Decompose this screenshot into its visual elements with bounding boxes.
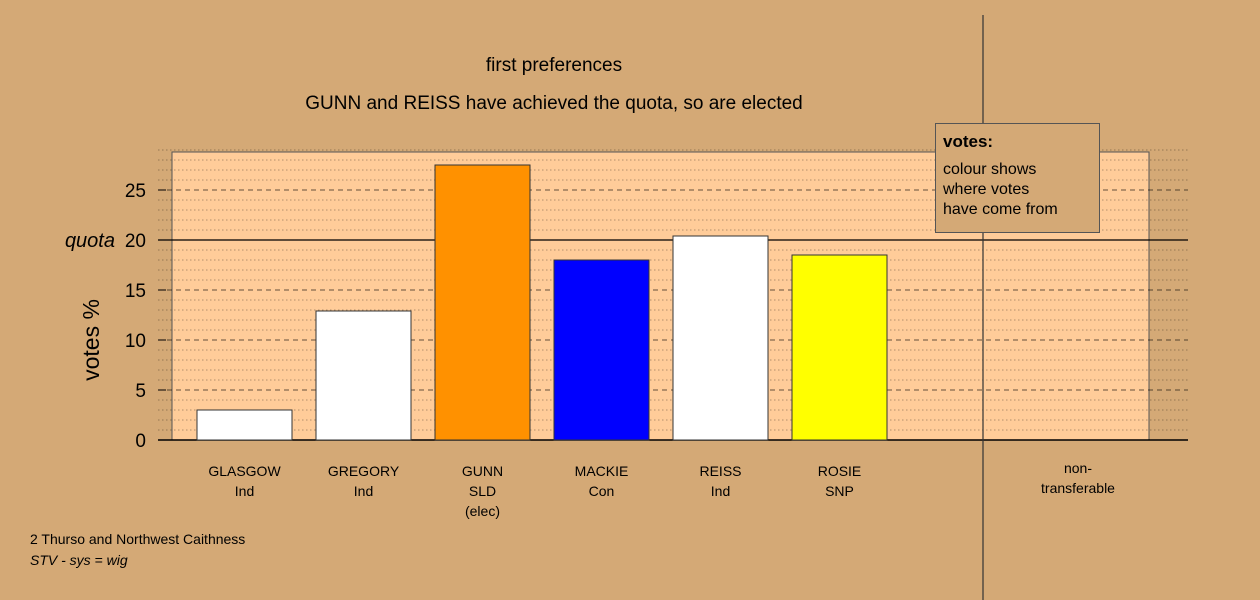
nontransferable-label: non- — [1064, 460, 1092, 476]
footer-system: STV - sys = wig — [30, 552, 128, 568]
y-tick-label: 20 — [125, 231, 146, 252]
quota-label: quota — [65, 230, 115, 252]
chart-title: first preferences — [486, 55, 622, 76]
candidate-name-label: ROSIE — [818, 463, 862, 479]
chart-subtitle: GUNN and REISS have achieved the quota, … — [305, 93, 802, 114]
y-tick-label: 25 — [125, 181, 146, 202]
bar-gunn — [434, 164, 531, 441]
candidate-name-label: MACKIE — [575, 463, 629, 479]
candidate-party-label: Con — [589, 483, 615, 499]
candidate-name-label: REISS — [699, 463, 741, 479]
candidate-party-label: Ind — [711, 483, 730, 499]
candidate-name-label: GUNN — [462, 463, 503, 479]
candidate-name-label: GREGORY — [328, 463, 400, 479]
y-axis-label: votes % — [78, 299, 104, 381]
bar-mackie — [553, 259, 650, 441]
candidate-name-label: GLASGOW — [208, 463, 281, 479]
legend-title: votes: — [943, 132, 994, 151]
candidate-note-label: (elec) — [465, 503, 500, 519]
nontransferable-label: transferable — [1041, 480, 1115, 496]
bar-glasgow — [196, 409, 293, 441]
bar-reiss — [672, 235, 769, 441]
bar-gregory — [315, 310, 412, 441]
legend-line: colour shows — [943, 161, 1037, 178]
candidate-party-label: SNP — [825, 483, 854, 499]
footer-constituency: 2 Thurso and Northwest Caithness — [30, 531, 246, 547]
y-tick-label: 15 — [125, 281, 146, 302]
legend-line: have come from — [943, 201, 1058, 218]
y-tick-label: 5 — [135, 381, 146, 402]
legend-box: votes: colour shows where votes have com… — [935, 123, 1100, 233]
y-tick-label: 10 — [125, 331, 146, 352]
legend-line: where votes — [943, 181, 1030, 198]
candidate-party-label: Ind — [235, 483, 254, 499]
candidate-party-label: Ind — [354, 483, 373, 499]
y-tick-label: 0 — [135, 431, 146, 452]
candidate-party-label: SLD — [469, 483, 496, 499]
bar-rosie — [791, 254, 888, 441]
